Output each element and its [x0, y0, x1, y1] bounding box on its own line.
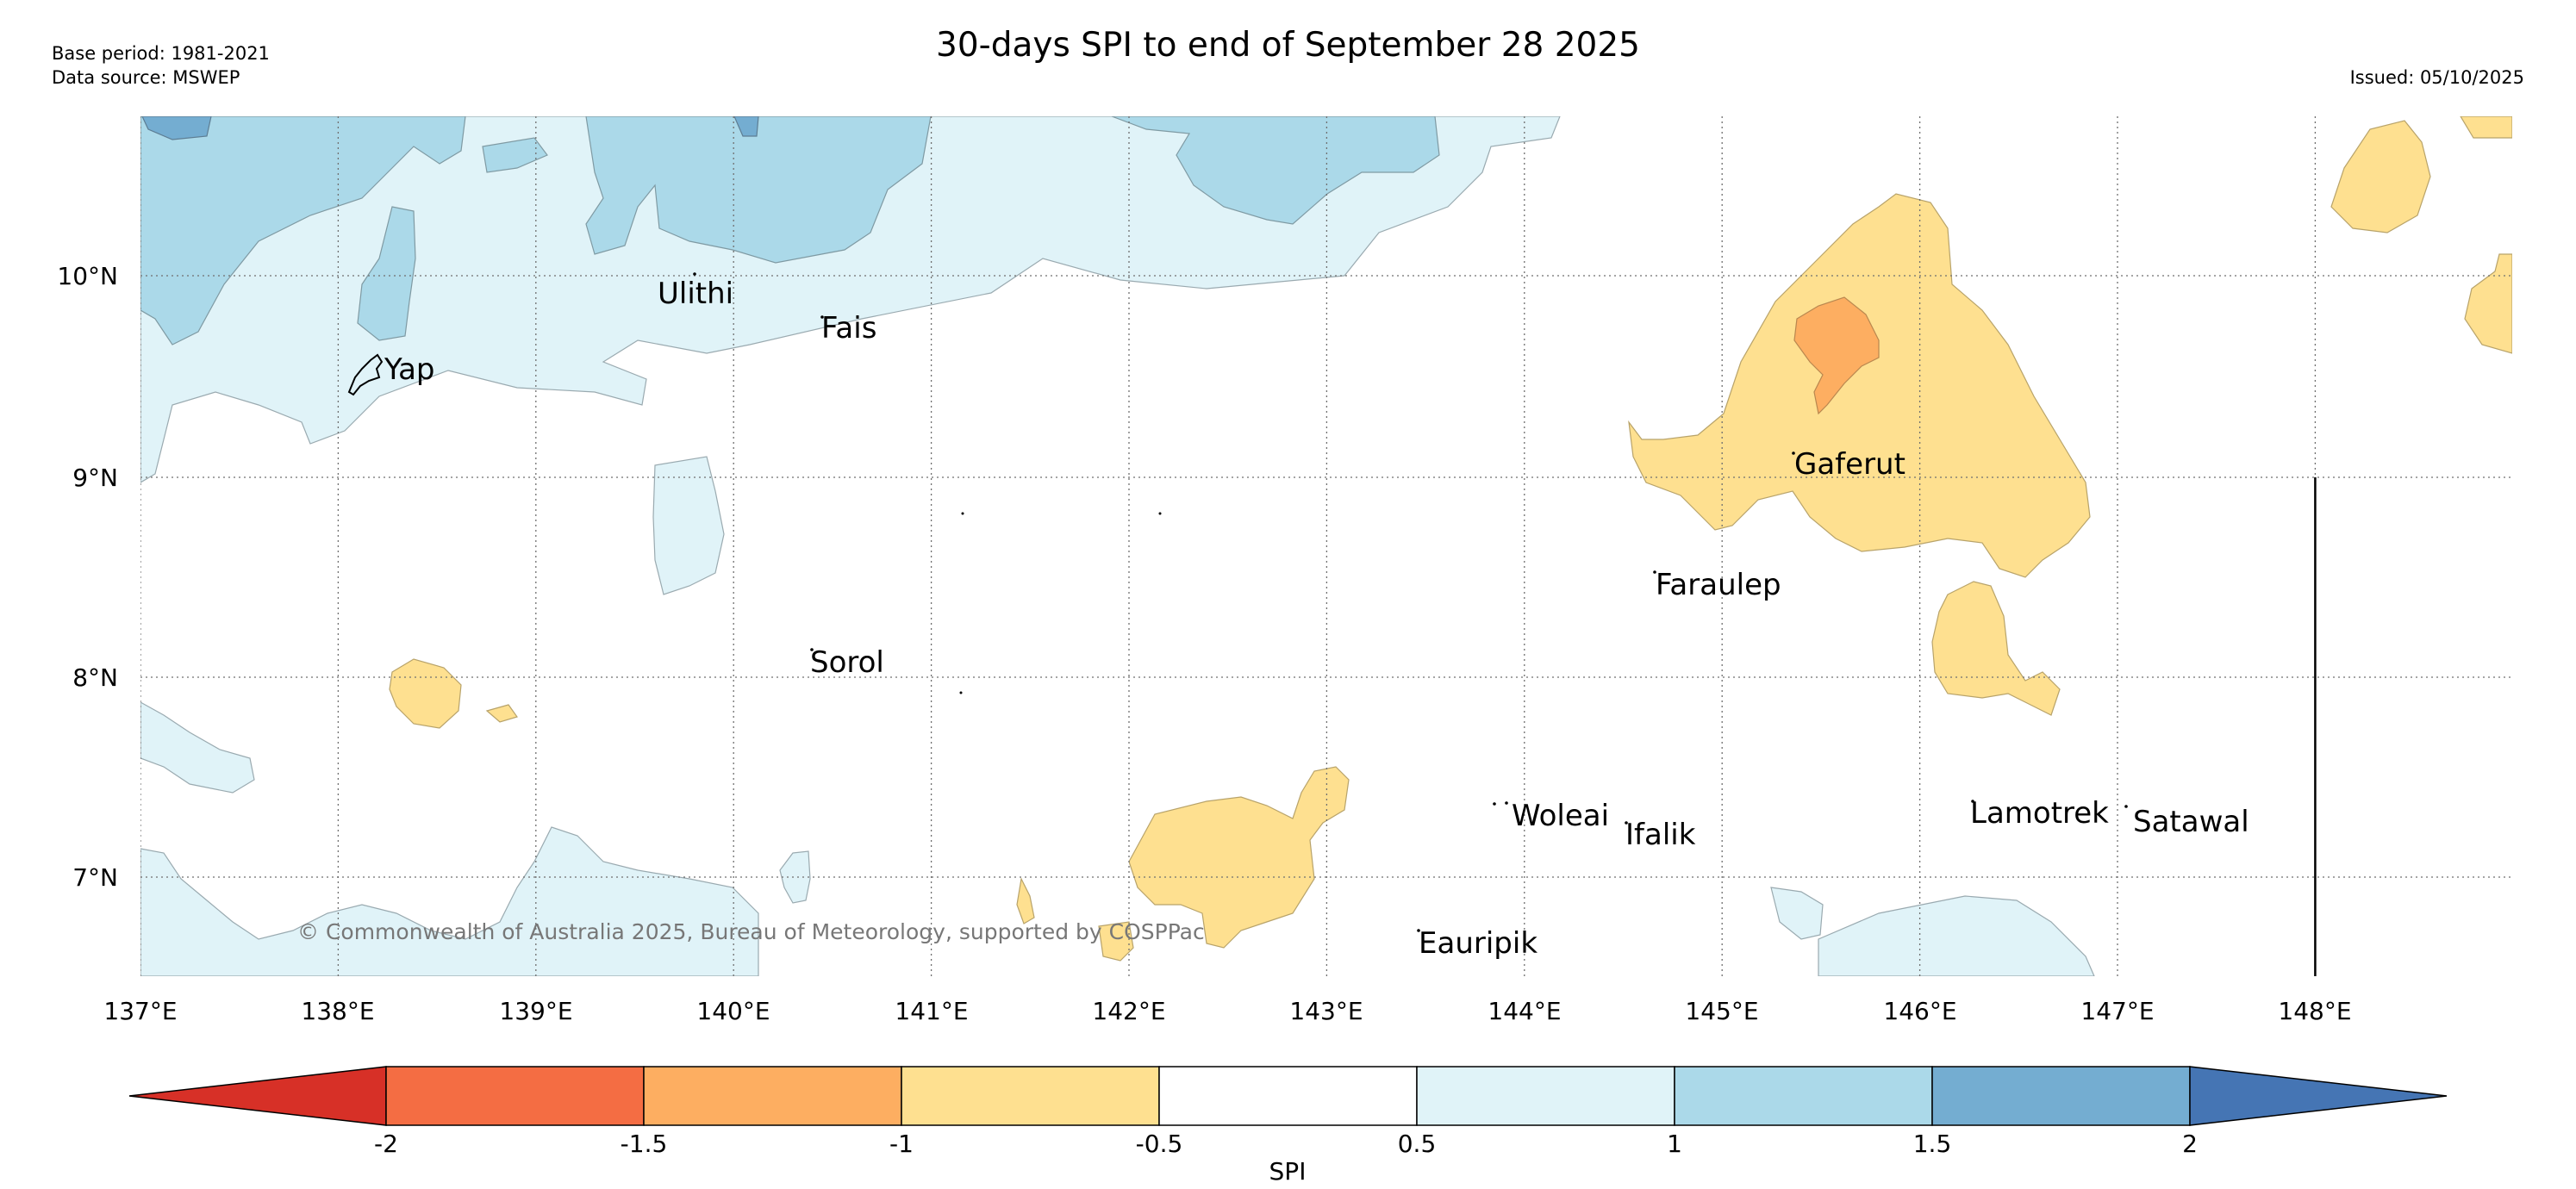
colorbar-segment-0.5	[1416, 1066, 1675, 1126]
island-dots	[693, 272, 2128, 932]
spi-region-0.5-1-north	[140, 116, 1561, 483]
colorbar-title: SPI	[1269, 1157, 1307, 1186]
place-label-ulithi: Ulithi	[658, 277, 733, 311]
colorbar-tick--1: -1	[889, 1130, 914, 1158]
spi-region-1-1.5-northwest	[140, 116, 466, 345]
lat-label-8n: 8°N	[72, 663, 118, 692]
colorbar-tick--2: -2	[374, 1130, 398, 1158]
lon-label-148: 148°E	[2278, 997, 2351, 1025]
lon-label-144: 144°E	[1488, 997, 1561, 1025]
spi-region-minus1-minus0.5-east-edge	[2464, 253, 2512, 354]
map-area: Yap Ulithi Fais Sorol Gaferut Faraulep W…	[140, 116, 2512, 976]
spi-region-minus1-minus0.5-south-small2	[1098, 921, 1134, 962]
spi-region-minus1-minus0.5-lamotrek	[1931, 581, 2061, 716]
spi-region-0.5-1-south-patch	[779, 850, 811, 904]
spi-colorbar	[128, 1066, 2448, 1126]
spi-region-minus1-minus0.5-yap-south	[389, 658, 462, 729]
lon-label-140: 140°E	[696, 997, 770, 1025]
spi-region-1-1.5-east	[1111, 116, 1440, 225]
place-label-gaferut: Gaferut	[1794, 447, 1905, 482]
colorbar-segment-1.5	[1931, 1066, 2191, 1126]
colorbar-tick-1.5: 1.5	[1913, 1130, 1952, 1158]
colorbar-tick-2: 2	[2182, 1130, 2198, 1158]
colorbar-tick--0.5: -0.5	[1136, 1130, 1183, 1158]
place-label-fais: Fais	[821, 311, 876, 345]
lon-label-139: 139°E	[499, 997, 572, 1025]
lat-label-10n: 10°N	[57, 262, 118, 290]
spi-region-0.5-1-mid	[652, 456, 725, 595]
place-label-satawal: Satawal	[2133, 805, 2249, 839]
lon-label-145: 145°E	[1685, 997, 1758, 1025]
spi-region-0.5-1-south	[140, 826, 759, 976]
spi-region-1-1.5-yap-north	[357, 206, 416, 341]
lon-label-141: 141°E	[895, 997, 968, 1025]
spi-region-minus1-minus0.5-small3	[485, 704, 518, 723]
colorbar-segment-1	[1674, 1066, 1933, 1126]
place-label-lamotrek: Lamotrek	[1970, 796, 2109, 831]
lon-label-143: 143°E	[1289, 997, 1363, 1025]
lon-label-137: 137°E	[103, 997, 177, 1025]
spi-region-1-1.5-ulithi	[585, 116, 932, 264]
map-title: 30-days SPI to end of September 28 2025	[936, 26, 1640, 65]
spi-region-0.5-1-southwest	[140, 701, 255, 794]
spi-region-0.5-1-southeast	[1818, 895, 2095, 976]
copyright-note: © Commonwealth of Australia 2025, Bureau…	[297, 919, 1205, 944]
spi-region-minus1-minus0.5-northeast	[2330, 120, 2431, 233]
base-period-note: Base period: 1981-2021	[52, 43, 270, 64]
issued-date: Issued: 05/10/2025	[2349, 67, 2524, 88]
place-label-ifalik: Ifalik	[1625, 818, 1696, 852]
colorbar-segment-neutral	[1158, 1066, 1418, 1126]
spi-region-minus1-minus0.5-east-top	[2460, 116, 2512, 139]
spi-region-minus1-minus0.5-south	[1128, 766, 1350, 949]
spi-region-minus1.5-minus1-gaferut	[1793, 296, 1880, 415]
colorbar-tick-1: 1	[1667, 1130, 1682, 1158]
colorbar-segment-minus1.5	[643, 1066, 902, 1126]
spi-region-0.5-1-southeast-small	[1770, 887, 1824, 940]
data-source-note: Data source: MSWEP	[52, 67, 240, 88]
lon-label-138: 138°E	[301, 997, 374, 1025]
lat-label-7n: 7°N	[72, 863, 118, 892]
colorbar-extend-high	[2189, 1066, 2448, 1126]
yap-island-shape	[347, 353, 384, 396]
spi-region-1.5-2-ulithi	[733, 116, 759, 137]
lon-label-142: 142°E	[1092, 997, 1165, 1025]
spi-region-minus1-minus0.5-gaferut	[1628, 193, 2091, 578]
lat-label-9n: 9°N	[72, 464, 118, 492]
lon-label-147: 147°E	[2080, 997, 2154, 1025]
colorbar-tick--1.5: -1.5	[621, 1130, 668, 1158]
colorbar-tick-0.5: 0.5	[1398, 1130, 1437, 1158]
place-label-yap: Yap	[384, 352, 435, 387]
colorbar-extend-low	[128, 1066, 387, 1126]
spi-region-1.5-2-northwest	[141, 116, 212, 140]
place-label-faraulep: Faraulep	[1656, 568, 1781, 602]
place-label-sorol: Sorol	[810, 645, 884, 680]
colorbar-segment-minus2	[385, 1066, 645, 1126]
lon-label-146: 146°E	[1883, 997, 1956, 1025]
spi-region-minus1-minus0.5-south-small	[1016, 877, 1035, 924]
colorbar-segment-minus1	[901, 1066, 1160, 1126]
place-label-eauripik: Eauripik	[1419, 926, 1537, 961]
spi-region-1-1.5-small	[482, 137, 548, 173]
place-label-woleai: Woleai	[1512, 799, 1609, 833]
grid-lines	[140, 116, 2512, 976]
